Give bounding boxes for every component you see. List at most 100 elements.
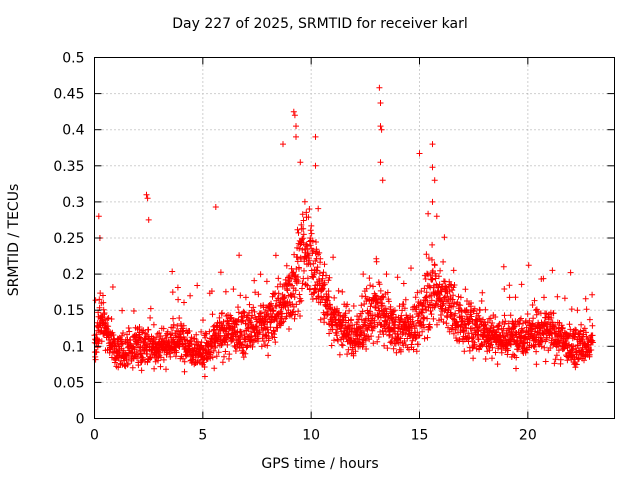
x-tick-label: 5	[198, 428, 207, 444]
data-point	[572, 364, 579, 371]
data-point	[400, 301, 407, 308]
data-point	[180, 322, 187, 329]
data-point	[200, 317, 206, 324]
data-point	[207, 349, 214, 356]
data-point	[181, 299, 187, 306]
data-point	[424, 315, 431, 322]
data-point	[549, 267, 556, 274]
data-point	[334, 305, 340, 312]
data-point	[299, 246, 306, 253]
data-point	[92, 356, 99, 363]
data-point	[252, 289, 259, 296]
data-point	[448, 311, 455, 318]
data-point	[224, 334, 231, 341]
data-point	[344, 301, 351, 308]
data-point	[516, 342, 523, 349]
data-point	[212, 204, 219, 210]
data-point	[294, 258, 301, 265]
data-point	[450, 330, 457, 337]
data-point	[240, 354, 247, 361]
y-tick-label: 0.45	[53, 87, 84, 103]
data-point	[561, 295, 568, 302]
data-point	[567, 269, 574, 276]
data-point	[452, 310, 459, 317]
data-point	[554, 293, 561, 300]
data-point	[301, 267, 307, 274]
data-point	[310, 274, 317, 281]
data-point	[539, 337, 546, 343]
data-point	[500, 263, 507, 270]
data-point	[578, 321, 585, 328]
data-point	[96, 296, 103, 303]
data-point	[138, 367, 145, 374]
data-point	[582, 295, 589, 302]
data-point	[487, 315, 494, 322]
data-point	[313, 239, 319, 245]
data-point	[308, 230, 315, 237]
data-point	[258, 343, 265, 350]
data-point	[328, 342, 335, 349]
data-point	[250, 304, 257, 311]
data-point	[375, 334, 382, 340]
data-point	[118, 332, 125, 339]
data-point	[477, 307, 483, 314]
data-point	[518, 315, 524, 322]
data-point	[424, 334, 431, 341]
data-point	[431, 177, 438, 184]
data-point	[180, 355, 186, 362]
data-point	[251, 277, 258, 284]
data-point	[529, 320, 535, 327]
data-point	[295, 278, 302, 285]
data-point	[567, 332, 573, 339]
data-point	[297, 239, 304, 245]
data-point	[331, 337, 337, 344]
data-point	[374, 338, 381, 345]
data-point	[309, 238, 316, 244]
data-point	[372, 292, 379, 299]
data-point	[321, 281, 328, 288]
data-point	[344, 351, 351, 358]
data-point	[105, 323, 112, 330]
data-point	[390, 345, 397, 352]
data-point	[489, 355, 495, 362]
data-point	[326, 274, 333, 281]
data-point	[126, 328, 133, 335]
data-point	[176, 315, 183, 321]
data-point	[529, 302, 536, 308]
data-point	[271, 334, 278, 341]
data-point	[449, 287, 456, 294]
data-point	[119, 307, 126, 314]
data-point	[242, 294, 249, 301]
data-point	[437, 267, 444, 274]
data-point	[299, 236, 305, 243]
data-point	[416, 150, 423, 157]
data-point	[402, 296, 409, 303]
data-point	[367, 303, 374, 310]
data-point	[264, 342, 271, 349]
data-point	[121, 362, 128, 369]
data-point	[291, 315, 298, 322]
data-point	[425, 271, 431, 278]
x-tick-label: 10	[302, 428, 320, 444]
data-point	[326, 294, 332, 301]
data-point	[581, 357, 587, 364]
data-point	[292, 311, 299, 318]
data-point	[457, 302, 464, 309]
data-point	[155, 357, 161, 364]
x-tick-label: 0	[90, 428, 99, 444]
data-point	[373, 258, 380, 265]
data-point	[101, 310, 108, 316]
data-point	[209, 354, 216, 361]
data-point	[296, 291, 303, 298]
data-point	[513, 354, 520, 361]
data-point	[209, 311, 216, 318]
data-point	[330, 254, 337, 261]
data-point	[186, 328, 193, 334]
data-point	[267, 324, 274, 331]
data-point	[466, 347, 473, 354]
data-point	[425, 210, 432, 217]
data-point	[232, 348, 239, 354]
data-point	[293, 301, 300, 308]
data-point	[188, 340, 195, 347]
data-point	[304, 275, 311, 282]
